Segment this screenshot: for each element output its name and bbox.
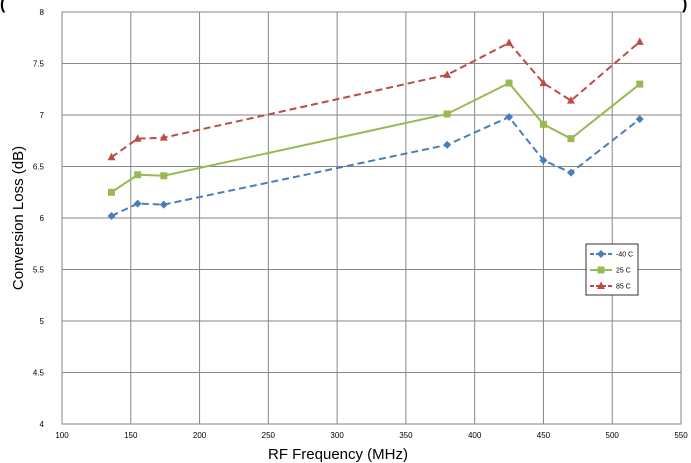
data-point-marker: [566, 168, 575, 177]
plot-area: [61, 11, 682, 425]
x-tick-label: 550: [674, 431, 688, 440]
series-1: [108, 79, 644, 196]
x-tick-label: 100: [55, 431, 69, 440]
data-point-marker: [443, 110, 451, 118]
chart-title-fragment-left: (: [0, 0, 6, 13]
data-point-marker: [505, 79, 513, 87]
x-axis-title: RF Frequency (MHz): [268, 446, 408, 463]
y-tick-label: 4.5: [33, 369, 45, 378]
series-lines: [107, 37, 644, 220]
gridlines: [61, 11, 682, 425]
chart-title-fragment-right: ): [682, 0, 687, 13]
legend-label: 85 C: [616, 284, 631, 291]
data-point-marker: [159, 200, 168, 209]
data-point-marker: [505, 38, 514, 46]
legend: -40 C 25 C 85 C: [585, 243, 639, 296]
series-line: [110, 41, 641, 159]
legend-marker: [597, 266, 605, 274]
x-tick-label: 450: [537, 431, 551, 440]
data-point-marker: [539, 156, 548, 165]
y-tick-label: 5: [40, 317, 45, 326]
x-tick-label: 150: [124, 431, 138, 440]
y-tick-label: 6.5: [33, 163, 45, 172]
series-line: [110, 81, 641, 194]
data-point-marker: [635, 37, 644, 45]
y-tick-label: 6: [40, 214, 45, 223]
data-point-marker: [567, 135, 575, 143]
x-tick-label: 500: [606, 431, 620, 440]
axis-tick-labels: 100 150 200 250 300 350 400 450 500 550 4 4.5 5 5.5 6 6…: [33, 8, 688, 440]
y-tick-label: 7.5: [33, 60, 45, 69]
data-point-marker: [108, 188, 116, 196]
y-axis-title: Conversion Loss (dB): [10, 146, 27, 290]
data-point-marker: [505, 113, 514, 122]
legend-label: 25 C: [616, 268, 631, 275]
series-line: [111, 115, 641, 217]
series-2: [107, 37, 644, 161]
x-tick-label: 350: [399, 431, 413, 440]
data-point-marker: [443, 70, 452, 78]
data-point-marker: [159, 133, 168, 141]
data-point-marker: [107, 211, 116, 220]
y-tick-label: 7: [40, 111, 45, 120]
x-tick-label: 200: [193, 431, 207, 440]
x-tick-label: 250: [262, 431, 276, 440]
x-tick-label: 400: [468, 431, 482, 440]
data-point-marker: [636, 80, 644, 88]
data-point-marker: [539, 120, 547, 128]
data-point-marker: [107, 152, 116, 161]
data-point-marker: [443, 140, 452, 149]
data-point-marker: [635, 115, 644, 124]
y-tick-label: 5.5: [33, 266, 45, 275]
data-point-marker: [134, 171, 142, 179]
data-point-marker: [160, 172, 168, 180]
data-point-marker: [566, 96, 575, 104]
series-0: [107, 113, 644, 220]
data-point-marker: [133, 199, 142, 208]
y-tick-label: 8: [40, 8, 45, 17]
legend-label: -40 C: [616, 252, 633, 259]
legend-marker: [597, 250, 605, 258]
y-tick-label: 4: [40, 420, 45, 429]
data-point-marker: [133, 134, 142, 142]
legend-marker: [597, 281, 605, 289]
x-tick-label: 300: [330, 431, 344, 440]
data-point-marker: [539, 78, 548, 87]
